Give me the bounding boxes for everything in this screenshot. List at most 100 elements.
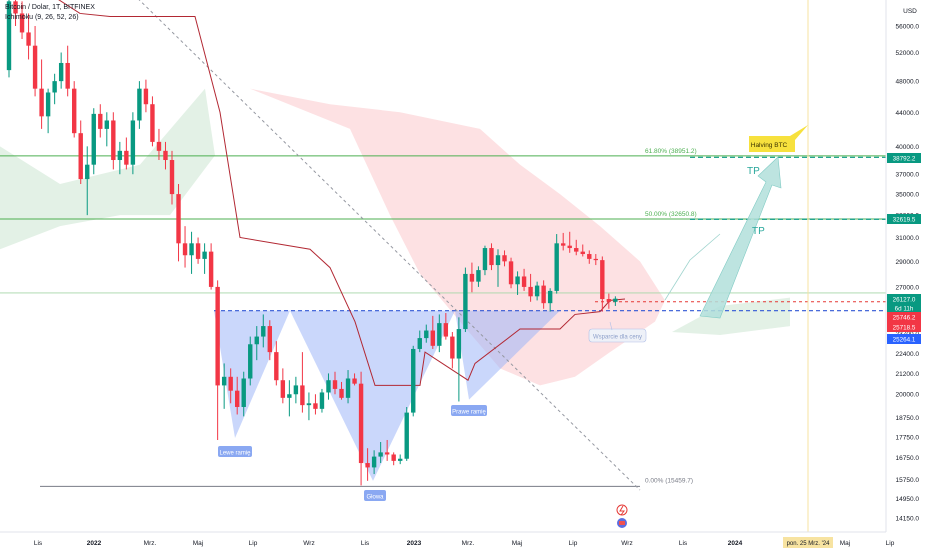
candle-body [248, 344, 253, 379]
candle-body [541, 285, 546, 304]
candle-body [98, 113, 103, 129]
lightning-glyph [619, 505, 625, 516]
candle-body [528, 286, 533, 297]
target-arrow [699, 156, 782, 319]
price-tag-bg [887, 322, 921, 332]
price-tag-label: 25264.1 [893, 337, 916, 344]
fib-0-label: 0.00% (15459.7) [645, 477, 693, 484]
candles [6, 0, 618, 486]
candle-body [437, 323, 442, 346]
candle-body [313, 403, 318, 409]
candle-body [189, 243, 194, 256]
price-tag-bg [887, 153, 921, 163]
candle-body [508, 261, 514, 285]
candle-body [52, 81, 57, 93]
candle-body [156, 141, 162, 151]
price-tick-label: 14950.0 [896, 496, 920, 503]
candle-body [215, 286, 220, 386]
candle-body [345, 378, 351, 398]
candle-body [111, 120, 116, 161]
support-box [588, 328, 647, 343]
candle-body [19, 13, 25, 33]
candle-body [339, 388, 344, 398]
candle-body [587, 254, 592, 259]
candle-body [176, 194, 181, 244]
flag-glyph [619, 521, 625, 525]
candle-body [593, 258, 598, 261]
candle-body [72, 88, 77, 134]
candle-body [319, 392, 325, 409]
candle-body [137, 88, 142, 121]
candle-body [13, 1, 18, 14]
price-tick-label: 16750.0 [896, 455, 920, 462]
price-tag-label: 38792.2 [893, 156, 916, 163]
candle-body [85, 164, 90, 180]
candle-body [489, 248, 494, 266]
time-tick-label: Lip [249, 540, 258, 547]
candle-body [561, 243, 566, 246]
candle-body [235, 390, 240, 407]
price-tick-label: 29000.0 [896, 259, 920, 266]
candle-body [463, 273, 468, 330]
time-axis: Lis 2022 Mrz. Maj Lip Wrz Lis 2023 Mrz. Maj Lip Wrz… [0, 531, 895, 548]
time-tick-label: Lip [886, 540, 895, 547]
candle-body [613, 298, 618, 302]
right-shoulder-label: Prawe ramię [452, 410, 486, 416]
candle-body [195, 243, 201, 259]
left-shoulder-label-bg [218, 446, 252, 457]
price-tick-label: 40000.0 [896, 144, 920, 151]
indicator-title[interactable]: Ichimoku (9, 26, 52, 26) [5, 14, 79, 21]
candle-body [352, 378, 357, 384]
price-tick-label: 22400.0 [896, 351, 920, 358]
time-tick-label: 2024 [728, 540, 743, 547]
time-tick-label: Lip [569, 540, 578, 547]
head-label: Głowa [366, 495, 384, 501]
candle-body [606, 299, 612, 302]
cloud-red [250, 88, 665, 386]
time-tick-label: Lis [361, 540, 370, 547]
price-tag-bg [887, 334, 921, 344]
price-tags: 38792.2 32619.5 26127.0 6d 11h 25746.2 25718.… [887, 153, 921, 344]
fib-618-label: 61.80% (38951.2) [645, 148, 697, 155]
candle-body [417, 338, 422, 349]
candle-body [150, 104, 155, 142]
time-tick-label: Wrz [621, 540, 632, 547]
price-tag-bg [887, 214, 921, 224]
candle-body [365, 463, 370, 468]
candle-body [371, 456, 377, 468]
price-tag-label: 32619.5 [893, 217, 916, 224]
candle-body [117, 150, 123, 161]
price-tick-label: 15750.0 [896, 477, 920, 484]
candle-body [58, 62, 64, 82]
time-tick-label: Mrz. [144, 540, 157, 547]
tp-label-1: TP [747, 166, 760, 177]
candle-body [430, 330, 435, 346]
tp-label-2: TP [752, 226, 765, 237]
price-tag-label: 25718.5 [893, 325, 916, 332]
candle-body [300, 385, 305, 406]
time-tick-label: Maj [840, 540, 850, 547]
candle-body [443, 323, 449, 337]
time-tick-label: 2022 [87, 540, 102, 547]
candle-body [78, 133, 83, 180]
fib-50-label: 50.00% (32650.8) [645, 211, 697, 218]
descending-trendline [138, 0, 641, 491]
price-tick-label: 52000.0 [896, 50, 920, 57]
candle-body [502, 255, 507, 262]
candle-body [515, 276, 520, 285]
candle-body [391, 454, 396, 461]
candle-body [208, 251, 214, 287]
candle-body [554, 243, 559, 291]
cloud-green-early [0, 88, 215, 250]
price-tick-label: 56000.0 [896, 24, 920, 31]
candle-body [476, 270, 481, 282]
symbol-title[interactable]: Bitcoin / Dolar, 1T, BITFINEX [5, 4, 95, 11]
price-tick-label: 27000.0 [896, 284, 920, 291]
price-tick-label: 31000.0 [896, 235, 920, 242]
date-flag: pon. 25 Mrz. '24 [787, 541, 830, 547]
candle-body [398, 458, 403, 461]
cloud-green-future [672, 297, 790, 336]
price-tag-label: 6d 11h [895, 306, 914, 313]
support-pointer [609, 321, 613, 331]
